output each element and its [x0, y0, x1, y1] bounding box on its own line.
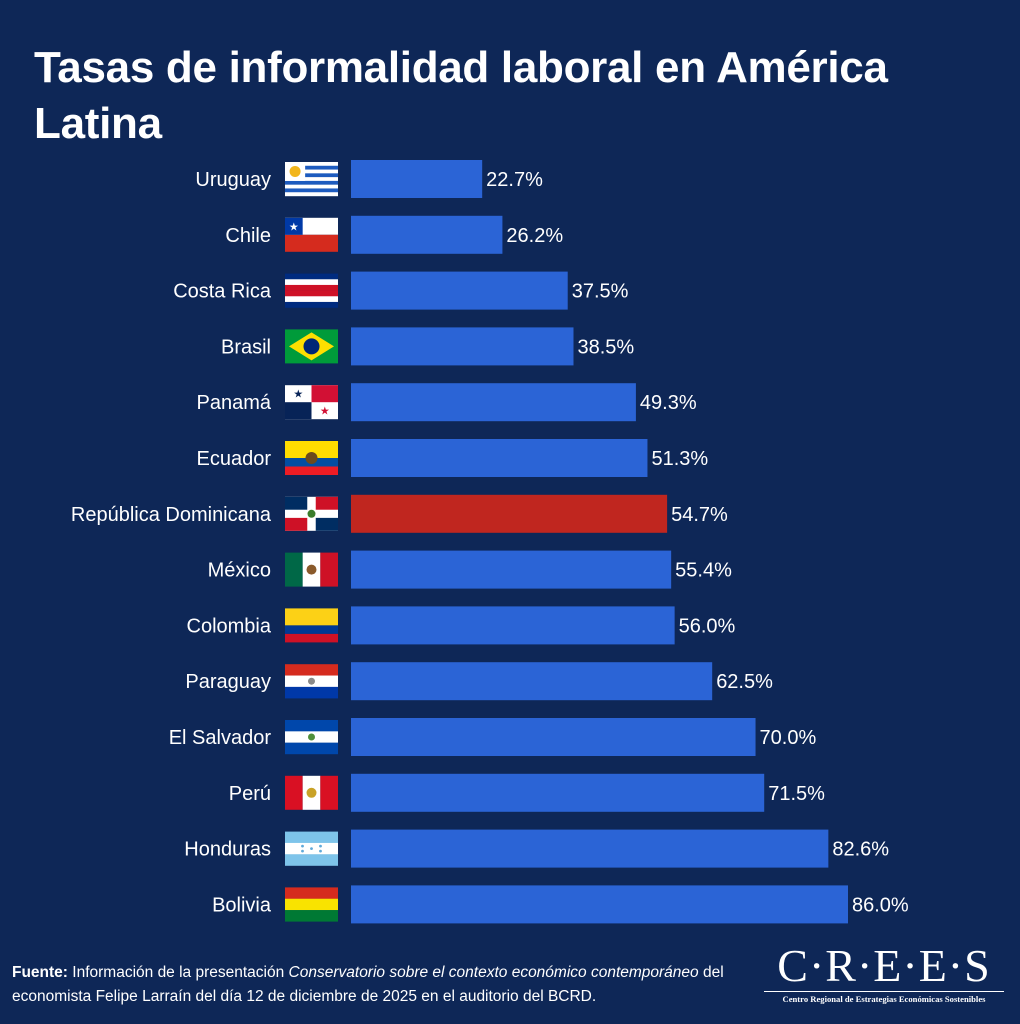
crees-logo: C·R·E·E·S Centro Regional de Estrategias… — [762, 940, 1006, 1012]
flag-colombia-icon — [285, 608, 338, 643]
value-label: 37.5% — [572, 281, 629, 303]
bar — [351, 439, 648, 477]
value-label: 49.3% — [640, 392, 697, 414]
bar — [351, 606, 675, 645]
value-label: 26.2% — [506, 225, 563, 247]
category-label: República Dominicana — [71, 504, 272, 526]
value-label: 62.5% — [716, 671, 773, 693]
category-label: México — [208, 560, 271, 582]
svg-text:★: ★ — [289, 221, 299, 233]
value-label: 82.6% — [832, 839, 889, 861]
logo-rule — [764, 991, 1004, 992]
bar — [351, 885, 848, 924]
bar — [351, 383, 636, 422]
bar — [351, 718, 756, 756]
category-label: Panamá — [197, 392, 272, 414]
flag-paraguay-icon — [285, 664, 338, 699]
bar — [351, 662, 713, 701]
flag-panama-icon: ★★ — [285, 385, 338, 420]
source-italic-title: Conservatorio sobre el contexto económic… — [288, 964, 699, 981]
svg-text:★: ★ — [320, 406, 330, 418]
bar — [351, 271, 568, 310]
category-label: Uruguay — [195, 169, 271, 191]
chart-title: Tasas de informalidad laboral en América… — [34, 43, 888, 148]
bar — [351, 215, 503, 254]
flag-brasil-icon — [285, 329, 338, 364]
category-label: Bolivia — [212, 894, 272, 916]
value-label: 56.0% — [679, 615, 736, 637]
bar-highlight — [351, 494, 668, 533]
category-label: Honduras — [184, 839, 271, 861]
flag-peru-icon — [285, 775, 338, 810]
bar-chart: Uruguay 22.7% Chile ★ 26.2% Costa Rica 37.5% Br… — [71, 160, 909, 924]
flag-republica-dominicana-icon — [285, 496, 338, 531]
source-text-before: Información de la presentación — [67, 964, 289, 981]
value-label: 55.4% — [675, 560, 732, 582]
value-label: 51.3% — [651, 448, 708, 470]
svg-text:★: ★ — [293, 389, 303, 401]
bar — [351, 327, 574, 366]
category-label: Ecuador — [197, 448, 272, 470]
logo-wordmark: C·R·E·E·S — [777, 940, 991, 991]
flag-chile-icon: ★ — [285, 217, 338, 252]
flag-mexico-icon — [285, 552, 338, 587]
value-label: 22.7% — [486, 169, 543, 191]
flag-honduras-icon — [285, 831, 338, 866]
category-label: Colombia — [187, 615, 272, 637]
category-label: El Salvador — [169, 727, 272, 749]
bar — [351, 160, 483, 198]
category-label: Chile — [225, 225, 271, 247]
category-label: Costa Rica — [173, 281, 272, 303]
source-footer: Fuente: Información de la presentación C… — [12, 961, 752, 1009]
flag-el-salvador-icon — [285, 720, 338, 755]
flag-ecuador-icon — [285, 441, 338, 475]
flag-costa-rica-icon — [285, 273, 338, 308]
value-label: 38.5% — [577, 336, 634, 358]
source-text-after: del economista Felipe Larraín del día 12… — [12, 964, 724, 1005]
value-label: 86.0% — [852, 894, 909, 916]
value-label: 54.7% — [671, 504, 728, 526]
category-label: Paraguay — [185, 671, 271, 693]
logo-subtitle: Centro Regional de Estrategias Económica… — [782, 994, 986, 1004]
value-label: 71.5% — [768, 783, 825, 805]
bar — [351, 550, 672, 589]
category-label: Brasil — [221, 336, 271, 358]
value-label: 70.0% — [760, 727, 817, 749]
flag-bolivia-icon — [285, 887, 338, 922]
bar — [351, 773, 765, 812]
flag-uruguay-icon — [285, 162, 338, 197]
category-label: Perú — [229, 783, 271, 805]
bar — [351, 829, 829, 868]
source-label: Fuente: — [12, 964, 68, 981]
